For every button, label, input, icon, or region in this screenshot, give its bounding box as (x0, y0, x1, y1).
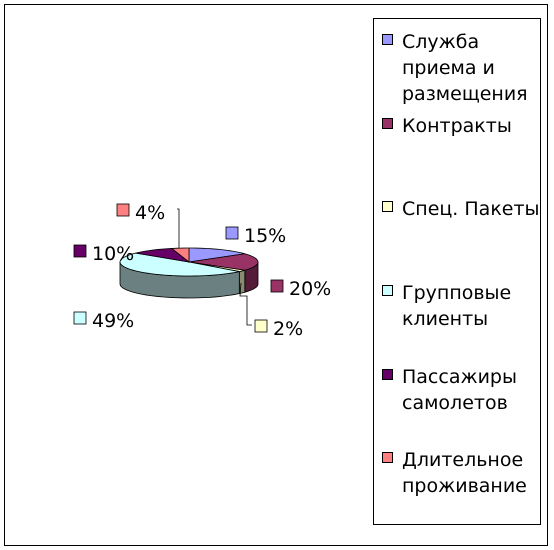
data-label-contracts: 20% (289, 278, 331, 300)
leader-line-long-stay (177, 208, 180, 248)
legend-label-contracts: Контракты (402, 115, 512, 137)
legend: Служба приема и размещения Контракты Спе… (373, 18, 541, 525)
pie-slice-group-clients (119, 252, 240, 277)
legend-swatch-special-packages (382, 201, 393, 212)
data-label-swatch-airline-passengers (73, 244, 87, 258)
pie-slice-contracts (188, 253, 259, 271)
data-label-swatch-reception (225, 226, 239, 240)
data-label-swatch-group-clients (73, 311, 87, 325)
data-label-swatch-contracts (270, 279, 284, 293)
legend-swatch-airline-passengers (382, 369, 393, 380)
legend-swatch-long-stay (382, 452, 393, 463)
legend-label-long-stay: Длительное проживание (402, 449, 527, 497)
legend-label-airline-passengers: Пассажиры самолетов (402, 366, 517, 414)
pie-slice-long-stay (170, 247, 190, 263)
data-label-group-clients: 49% (92, 310, 134, 332)
data-labels: 15% 20% 2% 49% 10%4% (73, 202, 331, 340)
data-label-reception: 15% (244, 225, 286, 247)
pie-plot (119, 247, 259, 299)
data-label-long-stay: 4% (135, 202, 165, 224)
pie-slice-reception (188, 247, 245, 263)
data-label-airline-passengers: 10% (92, 243, 134, 265)
leader-line-special-packages (239, 282, 252, 326)
data-label-special-packages: 2% (273, 318, 303, 340)
legend-swatch-contracts (382, 118, 393, 129)
legend-label-reception: Служба приема и размещения (402, 31, 528, 105)
legend-label-special-packages: Спец. Пакеты (402, 198, 540, 220)
legend-label-group-clients: Групповые клиенты (402, 282, 512, 330)
data-label-swatch-special-packages (254, 319, 268, 333)
legend-swatch-group-clients (382, 285, 393, 296)
data-label-swatch-long-stay (116, 203, 130, 217)
legend-swatch-reception (382, 34, 393, 45)
